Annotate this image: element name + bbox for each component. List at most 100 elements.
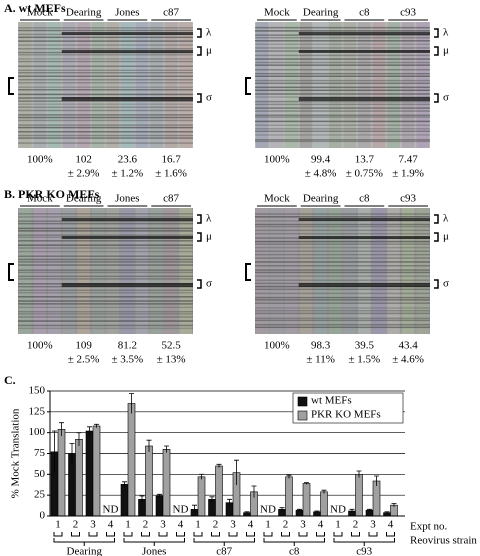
gel-band xyxy=(255,225,430,228)
gel-band xyxy=(61,236,193,239)
bar xyxy=(302,483,311,517)
error-bar xyxy=(69,443,75,464)
gel-band xyxy=(18,124,193,126)
gel-band xyxy=(255,264,430,267)
gel-band xyxy=(255,271,430,274)
gel-lane xyxy=(121,22,134,148)
error-bar xyxy=(164,445,169,453)
gel-band xyxy=(255,26,430,29)
gel-band xyxy=(255,54,430,57)
x-tick-label: 4 xyxy=(108,519,114,531)
gel-lane xyxy=(387,208,400,334)
lane-value: 100% xyxy=(264,340,290,352)
error-bar xyxy=(139,495,145,503)
group-bracket xyxy=(193,538,255,546)
expt-bracket xyxy=(368,532,378,537)
y-tick-label: 100 xyxy=(29,426,46,438)
error-bar xyxy=(251,485,257,498)
gel-band xyxy=(61,97,193,101)
gel-lane xyxy=(77,208,90,334)
gel-band xyxy=(255,114,430,117)
gel-band xyxy=(18,40,193,42)
gel-band xyxy=(18,78,193,81)
gel-band xyxy=(18,244,193,246)
gel-lane xyxy=(343,22,357,148)
gel-band xyxy=(18,142,193,144)
error-bar xyxy=(367,508,372,511)
expt-bracket xyxy=(281,532,290,537)
group-label: Jones xyxy=(142,546,166,556)
gel-band xyxy=(255,120,430,123)
expt-bracket xyxy=(263,532,273,537)
gel-band xyxy=(18,255,193,257)
lane-error: ± 1.2% xyxy=(112,168,144,180)
gel-band xyxy=(18,313,193,315)
error-bar xyxy=(52,430,57,473)
gel-band xyxy=(18,58,193,60)
bar xyxy=(372,480,381,517)
band-bracket xyxy=(434,28,439,38)
gel-band xyxy=(255,30,430,32)
band-label: λ xyxy=(206,27,212,39)
error-bar xyxy=(94,423,99,428)
x-tick-label: 1 xyxy=(55,519,61,531)
error-bar xyxy=(286,474,292,479)
lane-error: ± 4.6% xyxy=(392,354,424,366)
gel-band xyxy=(255,261,430,263)
x-tick-label: 1 xyxy=(335,519,341,531)
gel-lane xyxy=(299,22,313,148)
error-bar xyxy=(216,463,222,468)
band-bracket xyxy=(434,46,439,56)
error-bar xyxy=(297,508,302,511)
gel-band xyxy=(255,307,430,309)
band-bracket xyxy=(434,279,439,289)
lane-error: ± 1.9% xyxy=(392,168,424,180)
gel-band xyxy=(298,218,430,221)
error-bar xyxy=(349,508,355,513)
gel-band xyxy=(255,140,430,143)
gel-band xyxy=(255,79,430,82)
x-tick-label: 2 xyxy=(283,519,289,531)
gel-lane xyxy=(91,208,105,334)
panel-title: A. wt MEFs xyxy=(4,1,66,15)
gel-band xyxy=(255,223,430,226)
gel-band xyxy=(18,291,193,294)
lane-value: 100% xyxy=(27,154,53,166)
gel-band xyxy=(255,86,430,89)
lane-label: c93 xyxy=(400,7,416,19)
legend-swatch xyxy=(297,396,308,407)
gel-band xyxy=(298,32,430,35)
gel-band xyxy=(18,82,193,84)
band-label: μ xyxy=(206,231,212,243)
gel-band xyxy=(18,134,193,137)
gel-lane xyxy=(106,22,120,148)
x-tick-label: 4 xyxy=(318,519,324,531)
bar xyxy=(295,509,304,517)
gel-band xyxy=(255,246,430,249)
error-bar xyxy=(227,498,232,506)
lane-value: 43.4 xyxy=(399,340,419,352)
error-bar xyxy=(122,481,127,487)
error-bar xyxy=(356,470,362,478)
group-bracket xyxy=(53,538,115,546)
gel-lane xyxy=(121,208,134,334)
lane-error: ± 13% xyxy=(157,354,186,366)
gel-band xyxy=(255,250,430,252)
gel-lane xyxy=(62,22,76,148)
group-label: c8 xyxy=(289,546,300,556)
nd-label: ND xyxy=(330,504,346,516)
gel-band xyxy=(255,299,430,301)
lane-value: 52.5 xyxy=(162,340,182,352)
expt-bracket xyxy=(88,532,98,537)
gel-band xyxy=(18,230,193,232)
band-label: μ xyxy=(206,45,212,57)
y-tick-label: 150 xyxy=(29,385,46,397)
gel-band xyxy=(18,103,193,105)
gel-lane xyxy=(401,22,415,148)
bar xyxy=(285,476,293,517)
error-bar xyxy=(314,510,320,513)
gel-band xyxy=(18,213,193,215)
lane-label: c87 xyxy=(163,193,179,205)
band-label: λ xyxy=(443,213,449,225)
gel-lane xyxy=(343,208,357,334)
